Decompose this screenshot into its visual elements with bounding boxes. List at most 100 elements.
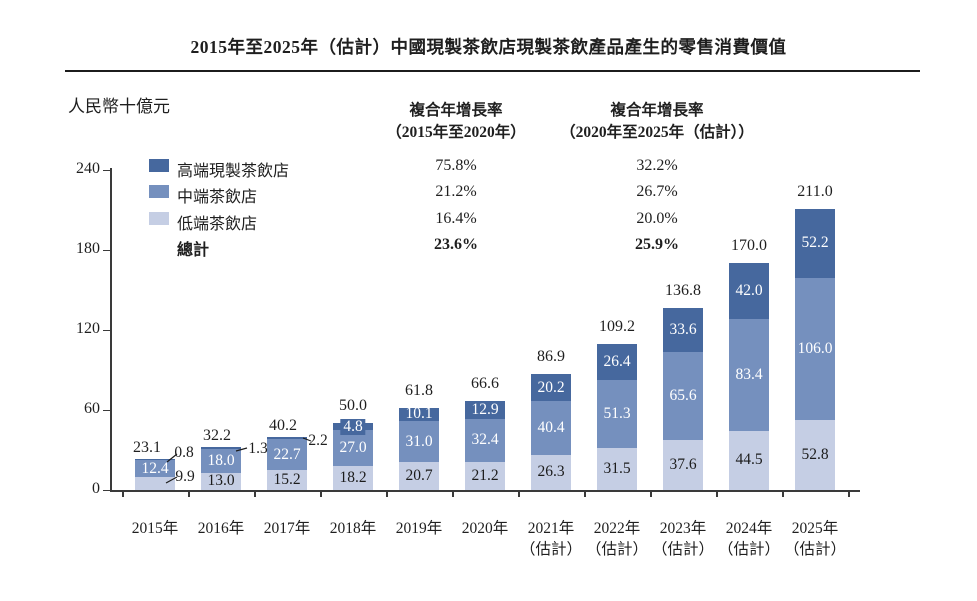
y-tick: [103, 489, 110, 491]
bar-segment-2016年-s1: [201, 448, 241, 473]
bar-segment-label: 51.3: [603, 404, 631, 422]
cagr-column-2-header-line1: 複合年增長率: [610, 102, 704, 119]
legend-label-3: 總計: [177, 242, 210, 260]
bar-segment-2018年-s2: [333, 465, 373, 490]
bar-segment-2023年-s0: [663, 307, 703, 353]
x-tick: [782, 490, 784, 497]
x-axis-label: 2025年 （估計）: [784, 518, 846, 560]
x-axis-label: 2019年: [396, 518, 443, 539]
x-axis-label-year: 2025年: [791, 520, 839, 537]
bar-segment-2022年-s1: [597, 379, 637, 448]
bar-segment-2020年-s1: [465, 418, 505, 462]
bar-segment-label: 18.0: [207, 451, 235, 469]
legend-swatch-0: [149, 159, 169, 172]
x-axis-label-year: 2021年: [527, 520, 575, 537]
x-axis-label: 2015年: [132, 518, 179, 539]
bar-segment-2015年-s0: [135, 459, 175, 461]
y-tick: [103, 329, 110, 331]
x-axis-label-year: 2023年: [659, 520, 707, 537]
x-tick: [254, 490, 256, 497]
y-axis: [110, 168, 112, 491]
legend-swatch-2: [149, 211, 169, 225]
bar-segment-2020年-s0: [465, 401, 505, 419]
bar-segment-label: 21.2: [471, 466, 499, 484]
bar-segment-label: 10.1: [405, 405, 433, 423]
cagr-value-col2-row0: 32.2%: [636, 157, 678, 174]
bar-segment-label: 31.5: [603, 460, 631, 477]
bar-segment-label: 52.8: [801, 445, 829, 463]
bar-total-label: 32.2: [203, 426, 231, 444]
x-axis-label: 2024年 （估計）: [718, 518, 780, 560]
bar-segment-outside-label: 9.9: [175, 468, 195, 485]
bar-segment-label: 44.5: [735, 451, 763, 469]
y-tick: [103, 169, 110, 171]
bar-segment-label: 83.4: [735, 366, 763, 384]
x-axis-label-estimate-note: （估計）: [783, 541, 847, 558]
x-axis-label-estimate-note: （估計）: [519, 541, 583, 558]
y-tick: [103, 249, 110, 251]
bar-segment-label: 12.4: [141, 459, 169, 477]
x-axis-label-estimate-note: （估計）: [651, 541, 715, 558]
bar-segment-2022年-s0: [597, 344, 637, 380]
bar-segment-2021年-s0: [531, 374, 571, 402]
bar-total-label: 86.9: [537, 348, 565, 366]
cagr-value-col1-row1: 21.2%: [435, 183, 477, 201]
bar-segment-2020年-s2: [465, 461, 505, 490]
bar-segment-label: 15.2: [273, 470, 301, 488]
x-tick: [386, 490, 388, 497]
bar-segment-label: 27.0: [339, 438, 367, 456]
bar-segment-2023年-s2: [663, 439, 703, 490]
bar-segment-2015年-s2: [135, 476, 175, 490]
cagr-value-col1-row3: 23.6%: [434, 236, 478, 254]
cagr-value-col1-row2: 16.4%: [435, 209, 477, 227]
y-tick-label: 180: [76, 240, 100, 257]
x-axis-label: 2020年: [462, 518, 509, 539]
bar-segment-2018年-s1: [333, 429, 373, 466]
x-axis-label-year: 2020年: [461, 520, 509, 537]
page-title: 2015年至2025年（估計）中國現製茶飲店現製茶飲產品產生的零售消費價值: [190, 37, 787, 57]
bar-segment-label: 106.0: [797, 339, 833, 357]
bar-total-label: 136.8: [665, 281, 701, 299]
x-tick: [452, 490, 454, 497]
bar-segment-2017年-s0: [267, 436, 307, 440]
cagr-column-2-header-line2: （2020年至2025年（估計））: [560, 124, 754, 141]
bar-total-label: 66.6: [471, 375, 499, 393]
bar-segment-2019年-s2: [399, 462, 439, 490]
x-tick: [122, 490, 124, 497]
x-axis-label-year: 2019年: [395, 520, 443, 537]
x-axis-label: 2017年: [264, 518, 311, 539]
bar-segment-label: 33.6: [669, 321, 697, 338]
bar-segment-2017年-s2: [267, 469, 307, 490]
x-axis-label: 2018年: [330, 518, 377, 539]
y-tick-label: 120: [76, 320, 100, 337]
bar-total-label: 61.8: [405, 381, 433, 399]
bar-segment-2025年-s2: [795, 419, 835, 490]
bar-segment-2022年-s2: [597, 448, 637, 490]
bar-segment-label: 22.7: [273, 445, 301, 463]
cagr-column-1-header-line2: （2015年至2020年）: [386, 124, 526, 141]
bar-segment-label: 20.7: [405, 467, 433, 485]
cagr-value-col1-row0: 75.8%: [435, 157, 477, 174]
bar-segment-outside-label: 2.2: [308, 432, 328, 449]
bar-total-label: 50.0: [339, 397, 367, 415]
x-tick: [848, 490, 850, 497]
bar-total-label: 211.0: [797, 182, 833, 200]
bar-segment-label: 40.4: [537, 419, 565, 436]
legend-label-1: 中端茶飲店: [177, 189, 258, 207]
bar-segment-label: 42.0: [735, 282, 763, 300]
legend-label-2: 低端茶飲店: [177, 215, 258, 233]
bar-segment-label: 26.3: [537, 463, 565, 481]
legend-swatch-1: [149, 185, 169, 199]
x-axis-label-year: 2016年: [197, 520, 245, 537]
bar-segment-label: 52.2: [801, 234, 829, 252]
bar-segment-label: 31.0: [405, 432, 433, 450]
x-tick: [584, 490, 586, 497]
x-axis-label-estimate-note: （估計）: [585, 541, 649, 558]
bar-segment-2019年-s0: [399, 407, 439, 422]
bar-segment-2017年-s1: [267, 439, 307, 470]
x-tick: [188, 490, 190, 497]
x-axis-label: 2021年 （估計）: [520, 518, 582, 560]
bar-segment-2024年-s1: [729, 319, 769, 431]
bar-segment-label: 37.6: [669, 455, 697, 473]
bar-segment-label: 12.9: [471, 400, 499, 418]
